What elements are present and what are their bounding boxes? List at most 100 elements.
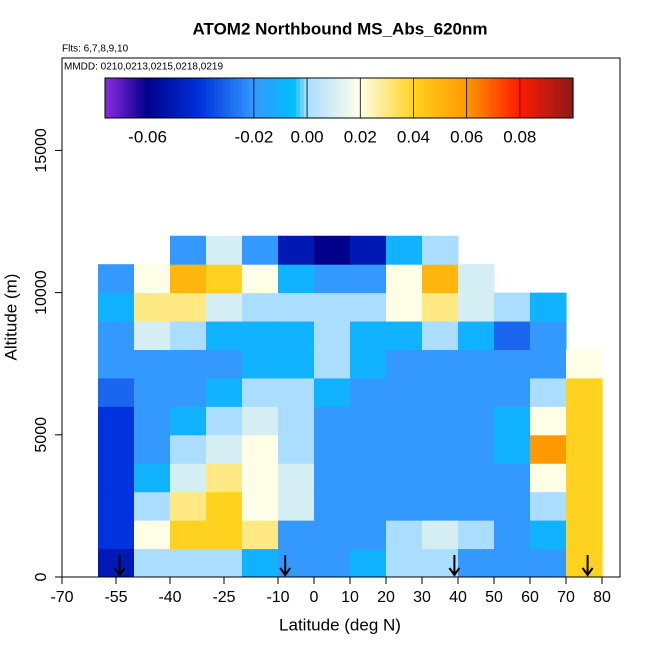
heatmap-cell xyxy=(98,406,135,436)
colorbar-strip xyxy=(327,78,332,118)
colorbar-strip xyxy=(495,78,500,118)
colorbar-strip xyxy=(210,78,215,118)
colorbar-strip xyxy=(436,78,441,118)
colorbar-strip xyxy=(545,78,551,118)
heatmap-cell xyxy=(206,463,243,493)
x-tick-label: 70 xyxy=(557,589,575,606)
colorbar-strip xyxy=(397,78,402,118)
heatmap-cell xyxy=(458,264,495,294)
heatmap-cell xyxy=(278,377,315,407)
colorbar-strip xyxy=(261,78,266,118)
heatmap-cell xyxy=(278,491,315,521)
heatmap-cell xyxy=(98,321,135,350)
heatmap-cell xyxy=(350,463,387,493)
heatmap-cell xyxy=(458,349,495,379)
colorbar-strip xyxy=(526,78,531,118)
heatmap-cell xyxy=(314,377,351,407)
colorbar-strip xyxy=(346,78,352,118)
heatmap-cell xyxy=(278,292,315,322)
heatmap-cell xyxy=(242,292,279,322)
heatmap-cell xyxy=(98,434,135,464)
colorbar-strip xyxy=(537,78,543,118)
heatmap-cell xyxy=(530,321,567,350)
colorbar-strip xyxy=(190,78,196,118)
heatmap-cell xyxy=(350,548,387,578)
x-tick-label: -10 xyxy=(266,589,289,606)
heatmap-cell xyxy=(386,434,423,464)
colorbar-strip xyxy=(413,78,418,118)
colorbar-strip xyxy=(518,78,523,118)
colorbar-strip xyxy=(420,78,426,118)
heatmap-cell xyxy=(134,292,171,322)
heatmap-cell xyxy=(530,434,567,464)
heatmap-cell xyxy=(170,548,207,578)
colorbar-strip xyxy=(522,78,527,118)
colorbar-strip xyxy=(530,78,535,118)
heatmap-cell xyxy=(206,491,243,521)
heatmap-cell xyxy=(386,548,423,578)
colorbar-strip xyxy=(502,78,508,118)
heatmap-cell xyxy=(134,406,171,436)
heatmap-cell xyxy=(170,434,207,464)
colorbar-strip xyxy=(319,78,324,118)
heatmap-cell xyxy=(530,406,567,436)
colorbar-strip xyxy=(498,78,504,118)
colorbar-strip xyxy=(237,78,243,118)
heatmap-cell xyxy=(278,321,315,350)
heatmap-cell xyxy=(134,349,171,379)
heatmap-cell xyxy=(422,349,459,379)
colorbar-strip xyxy=(276,78,282,118)
colorbar-strip xyxy=(362,78,367,118)
colorbar-strip xyxy=(358,78,363,118)
heatmap-cell xyxy=(350,264,387,294)
colorbar-strip xyxy=(303,78,309,118)
heatmap-cell xyxy=(350,491,387,521)
heatmap-cell xyxy=(206,321,243,350)
arrow xyxy=(279,555,292,577)
heatmap-cell xyxy=(242,264,279,294)
colorbar-strip xyxy=(428,78,434,118)
heatmap-cell xyxy=(566,491,603,521)
y-tick-label: 15000 xyxy=(33,128,50,173)
heatmap-cell xyxy=(566,463,603,493)
heatmap-cell xyxy=(566,349,603,379)
colorbar-strip xyxy=(381,78,387,118)
colorbar-strip xyxy=(159,78,165,118)
colorbar-strip xyxy=(214,78,219,118)
heatmap-cell xyxy=(134,434,171,464)
heatmap-cell xyxy=(494,406,531,436)
x-tick-label: -55 xyxy=(104,589,127,606)
heatmap-cell xyxy=(242,377,279,407)
heatmap-cell xyxy=(242,463,279,493)
colorbar-strip xyxy=(194,78,200,118)
colorbar-strip xyxy=(206,78,211,118)
heatmap-cell xyxy=(566,520,603,550)
annotation: MMDD: 0210,0213,0215,0218,0219 xyxy=(64,62,223,73)
colorbar-strip xyxy=(452,78,457,118)
heatmap-cell xyxy=(422,264,459,294)
arrow xyxy=(113,555,126,577)
heatmap-cell xyxy=(134,520,171,550)
colorbar-tick-label: 0.00 xyxy=(291,127,324,146)
heatmap-cell xyxy=(98,292,135,322)
colorbar-strip xyxy=(163,78,168,118)
x-tick-label: 0 xyxy=(310,589,319,606)
colorbar-strip xyxy=(198,78,204,118)
colorbar-strip xyxy=(409,78,414,118)
heatmap-cell xyxy=(98,520,135,550)
colorbar-tick-label: 0.04 xyxy=(397,127,430,146)
heatmap-cell xyxy=(350,377,387,407)
heatmap-cell xyxy=(278,406,315,436)
heatmap-cell xyxy=(494,491,531,521)
heatmap-cell xyxy=(386,406,423,436)
heatmap-cell xyxy=(350,235,387,265)
heatmap-cell xyxy=(98,377,135,407)
colorbar-strip xyxy=(323,78,328,118)
colorbar-strip xyxy=(144,78,149,118)
heatmap-cell xyxy=(494,463,531,493)
subtitle: Flts: 6,7,8,9,10 xyxy=(62,44,129,55)
colorbar-strip xyxy=(136,78,141,118)
colorbar-strip xyxy=(541,78,547,118)
heatmap-cell xyxy=(422,463,459,493)
colorbar-strip xyxy=(335,78,340,118)
